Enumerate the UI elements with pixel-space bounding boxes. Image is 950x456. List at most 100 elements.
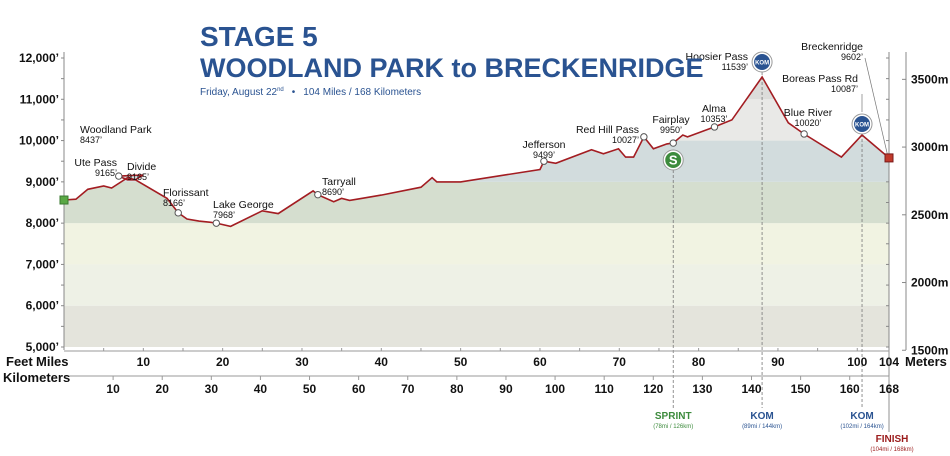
km-tick-label: 50: [303, 382, 317, 396]
meters-tick-label: 3000m: [911, 140, 948, 154]
miles-tick-label: 30: [295, 355, 309, 369]
annotation-elevation: 11539’: [722, 62, 748, 72]
miles-tick-label: 50: [454, 355, 468, 369]
annotation-elevation: 8166’: [163, 198, 185, 208]
elevation-band: [64, 305, 889, 347]
miles-tick-label: 90: [771, 355, 785, 369]
annotation-elevation: 10027’: [612, 135, 639, 145]
location-point: [669, 139, 677, 147]
annotation-elevation: 8437’: [80, 135, 102, 145]
miles-tick-label: 20: [216, 355, 230, 369]
km-tick-label: 150: [791, 382, 811, 396]
km-tick-label: 140: [741, 382, 761, 396]
annotation-elevation: 7968’: [213, 210, 235, 220]
km-tick-label: 90: [499, 382, 513, 396]
date-superscript: nd: [277, 87, 284, 93]
location-point: [540, 157, 548, 165]
subtitle: Friday, August 22nd • 104 Miles / 168 Kilo…: [200, 87, 421, 98]
annotation-elevation: 8690’: [322, 187, 344, 197]
annotation-name: Lake George: [213, 199, 274, 211]
location-point: [800, 130, 808, 138]
marker-detail: (89mi / 144km): [742, 424, 782, 430]
stage-title: STAGE 5: [200, 21, 318, 52]
meters-tick-label: 3500m: [911, 72, 948, 86]
elevation-band: [64, 140, 889, 182]
kom-marker: KOM KOM (89mi / 144km): [742, 51, 782, 430]
elevation-band: [64, 264, 889, 306]
kom-icon-glyph: KOM: [755, 61, 769, 67]
sprint-marker: S SPRINT (78mi / 126km): [653, 149, 693, 430]
feet-tick-label: 5,000’: [26, 340, 59, 354]
annotation-name: Hoosier Pass: [686, 51, 748, 63]
marker-detail: (102mi / 164km): [840, 424, 883, 430]
annotation-elevation: 9165’: [127, 172, 149, 182]
meters-tick-label: 1500m: [911, 343, 948, 357]
km-tick-label: 60: [352, 382, 366, 396]
feet-tick-label: 6,000’: [26, 299, 59, 313]
km-tick-label: 100: [545, 382, 565, 396]
annotation-elevation: 9950’: [660, 125, 682, 135]
location-point: [314, 190, 322, 199]
km-tick-label: 130: [692, 382, 712, 396]
location-point: [212, 219, 221, 227]
miles-tick-label: 80: [692, 355, 706, 369]
finish-marker: FINISH (104mi / 168km): [870, 153, 914, 453]
annotation-elevation: 10020’: [794, 118, 821, 128]
finish-icon: [884, 153, 894, 163]
annotation-name: Jefferson: [523, 139, 566, 151]
miles-tick-label: 10: [137, 355, 151, 369]
stage-distance: 104 Miles / 168 Kilometers: [303, 87, 421, 98]
km-tick-label: 30: [205, 382, 219, 396]
annotation-elevation: 9165’: [95, 168, 117, 178]
feet-axis-label: Feet: [6, 354, 33, 369]
km-tick-label: 168: [879, 382, 899, 396]
km-tick-label: 80: [450, 382, 464, 396]
annotation-name: Alma: [702, 103, 726, 115]
profile-line: [63, 75, 890, 228]
annotation-name: Divide: [127, 161, 156, 173]
marker-label: KOM: [750, 411, 773, 422]
location-point: [115, 172, 123, 180]
annotation-elevation: 9602’: [841, 52, 863, 62]
annotation-name: Fairplay: [652, 114, 690, 126]
feet-tick-label: 8,000’: [26, 216, 59, 230]
location-point: [174, 209, 182, 217]
elevation-band: [64, 99, 889, 141]
km-tick-label: 40: [254, 382, 268, 396]
elevation-bands: [64, 77, 889, 347]
miles-axis-label: Miles: [36, 354, 69, 369]
location-point: [710, 123, 719, 131]
leader-line: [864, 57, 889, 158]
start-marker: [59, 195, 69, 205]
annotation-elevation: 9499’: [533, 150, 555, 160]
kilometers-axis-label: Kilometers: [3, 370, 70, 385]
annotation-name: Red Hill Pass: [576, 124, 639, 136]
marker-detail: (78mi / 126km): [653, 424, 693, 430]
stage-date: Friday, August 22: [200, 87, 278, 98]
kom-icon-fill: [754, 54, 771, 70]
meters-axis-label: Meters: [905, 354, 947, 369]
elevation-band: [64, 223, 889, 265]
annotation-name: Boreas Pass Rd: [782, 73, 858, 85]
feet-tick-label: 7,000’: [26, 257, 59, 271]
annotation-elevation: 10353’: [700, 114, 727, 124]
annotation-name: Ute Pass: [74, 157, 117, 169]
chart-header: STAGE 5 WOODLAND PARK to BRECKENRIDGE Fr…: [200, 21, 703, 98]
annotation-name: Florissant: [163, 187, 209, 199]
annotation-name: Breckenridge: [801, 41, 863, 53]
kom-marker: KOM KOM (102mi / 164km): [840, 113, 884, 430]
km-tick-label: 110: [594, 382, 614, 396]
km-tick-label: 10: [106, 382, 120, 396]
km-tick-label: 120: [643, 382, 663, 396]
